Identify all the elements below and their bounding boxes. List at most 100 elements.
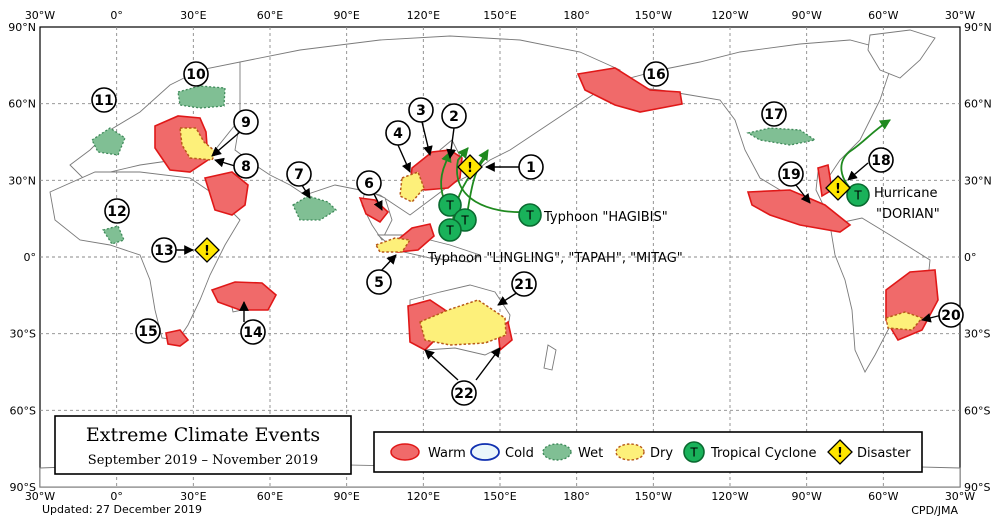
wet-region-10	[177, 85, 226, 109]
legend-cold-swatch	[470, 443, 500, 461]
event-number: 8	[241, 159, 251, 175]
dry-region-21	[419, 299, 507, 346]
legend-wet-swatch	[542, 443, 572, 461]
event-marker-15: 15	[135, 318, 161, 344]
lat-label-right: 60°S	[964, 404, 990, 417]
event-number: 3	[416, 103, 426, 119]
dry-region-9	[179, 127, 217, 161]
tc-symbol-text: T	[853, 189, 862, 203]
event-number: 1	[526, 160, 536, 176]
lat-label-right: 90°S	[964, 481, 990, 494]
dry-region-4	[399, 171, 425, 203]
event-marker-5: 5	[366, 269, 392, 295]
event-number: 10	[186, 67, 206, 83]
lat-label-left: 90°S	[10, 481, 36, 494]
event-marker-13: 13	[151, 237, 177, 263]
lon-label-top: 150°E	[483, 9, 516, 22]
legend-dry: Dry	[615, 443, 673, 461]
legend-wet: Wet	[542, 443, 603, 461]
event-number: 16	[646, 67, 665, 83]
event-number: 13	[154, 243, 173, 259]
dry-region-5	[374, 237, 412, 253]
lon-label-top: 0°	[110, 9, 123, 22]
tc-symbols: T T T T T	[438, 183, 870, 242]
label-hurricane-name: "DORIAN"	[876, 207, 940, 222]
warm-region-8	[203, 171, 249, 216]
lon-label-top: 120°W	[711, 9, 748, 22]
lat-label-left: 0°	[24, 251, 37, 264]
legend-warm-swatch	[390, 443, 420, 461]
land-new-zealand	[543, 344, 557, 371]
event-number: 18	[871, 153, 890, 169]
legend-disaster-label: Disaster	[857, 446, 911, 461]
event-marker-1: 1	[518, 154, 544, 180]
svg-text:!: !	[204, 244, 210, 259]
lon-label-top: 30°W	[945, 9, 975, 22]
lat-label-right: 90°N	[964, 21, 992, 34]
event-marker-11: 11	[91, 87, 117, 113]
legend-tc-symbol: T	[689, 446, 698, 460]
legend-tc-swatch	[683, 441, 705, 463]
event-marker-19: 19	[778, 161, 804, 187]
lat-label-left: 90°N	[8, 21, 36, 34]
tc-symbol-text: T	[525, 209, 534, 223]
track-dorian	[840, 119, 891, 196]
lon-label-top: 180°	[563, 9, 590, 22]
tc-lingling: T	[438, 193, 462, 217]
lat-label-right: 30°S	[964, 328, 990, 341]
legend-dry-swatch	[615, 443, 645, 461]
event-number: 15	[138, 324, 157, 340]
title-box: Extreme Climate Events September 2019 – …	[54, 415, 352, 475]
storm-labels: Typhoon "HAGIBIS" Typhoon "LINGLING", "T…	[427, 186, 940, 266]
legend-cold: Cold	[470, 443, 534, 461]
lon-label-bottom: 120°W	[711, 490, 748, 503]
longitude-labels-bottom: 30°W 0° 30°E 60°E 90°E 120°E 150°E 180° 150°W 120…	[25, 490, 975, 503]
updated-note: Updated: 27 December 2019	[42, 503, 202, 516]
lat-label-left: 30°S	[10, 328, 36, 341]
lon-label-bottom: 90°E	[333, 490, 359, 503]
legend-cold-label: Cold	[505, 446, 534, 461]
latitude-labels-left: 90°N 60°N 30°N 0° 30°S 60°S 90°S	[8, 21, 36, 494]
track-hagibis	[456, 147, 529, 214]
lon-label-bottom: 120°E	[407, 490, 440, 503]
lon-label-bottom: 60°W	[868, 490, 898, 503]
legend-wet-label: Wet	[578, 446, 603, 461]
lon-label-top: 90°E	[333, 9, 359, 22]
lon-label-bottom: 180°	[563, 490, 590, 503]
event-marker-12: 12	[104, 198, 130, 224]
lat-label-right: 30°N	[964, 174, 992, 187]
event-number: 9	[241, 115, 251, 131]
legend-warm: Warm	[390, 443, 466, 461]
lat-label-right: 0°	[964, 251, 977, 264]
disaster-13: !	[194, 237, 220, 263]
dry-region-20	[885, 311, 924, 331]
event-marker-18: 18	[868, 147, 894, 173]
event-marker-8: 8	[233, 153, 259, 179]
lon-label-top: 60°E	[257, 9, 283, 22]
map-period: September 2019 – November 2019	[88, 453, 318, 468]
event-number: 17	[764, 107, 783, 123]
event-marker-10: 10	[183, 61, 209, 87]
wet-region-12	[101, 225, 125, 245]
tc-dorian: T	[846, 183, 870, 207]
legend-disaster: ! Disaster	[827, 439, 911, 465]
disaster-symbols: ! ! !	[194, 154, 851, 263]
event-number: 7	[294, 167, 304, 183]
event-number: 2	[449, 109, 459, 125]
event-number: 14	[243, 325, 263, 341]
event-number: 22	[454, 386, 473, 402]
wet-region-11	[91, 127, 126, 156]
lon-label-bottom: 150°W	[635, 490, 672, 503]
dry-regions	[179, 127, 924, 346]
event-marker-16: 16	[643, 61, 669, 87]
event-marker-2: 2	[441, 103, 467, 129]
event-marker-7: 7	[286, 161, 312, 187]
disaster-18: !	[825, 175, 851, 201]
wet-regions	[91, 85, 817, 245]
lon-label-top: 30°W	[25, 9, 55, 22]
longitude-labels-top: 30°W 0° 30°E 60°E 90°E 120°E 150°E 180° 150°W 120…	[25, 9, 975, 22]
lon-label-top: 90°W	[791, 9, 821, 22]
tc-symbol-text: T	[460, 214, 469, 228]
tc-symbol-text: T	[445, 199, 454, 213]
